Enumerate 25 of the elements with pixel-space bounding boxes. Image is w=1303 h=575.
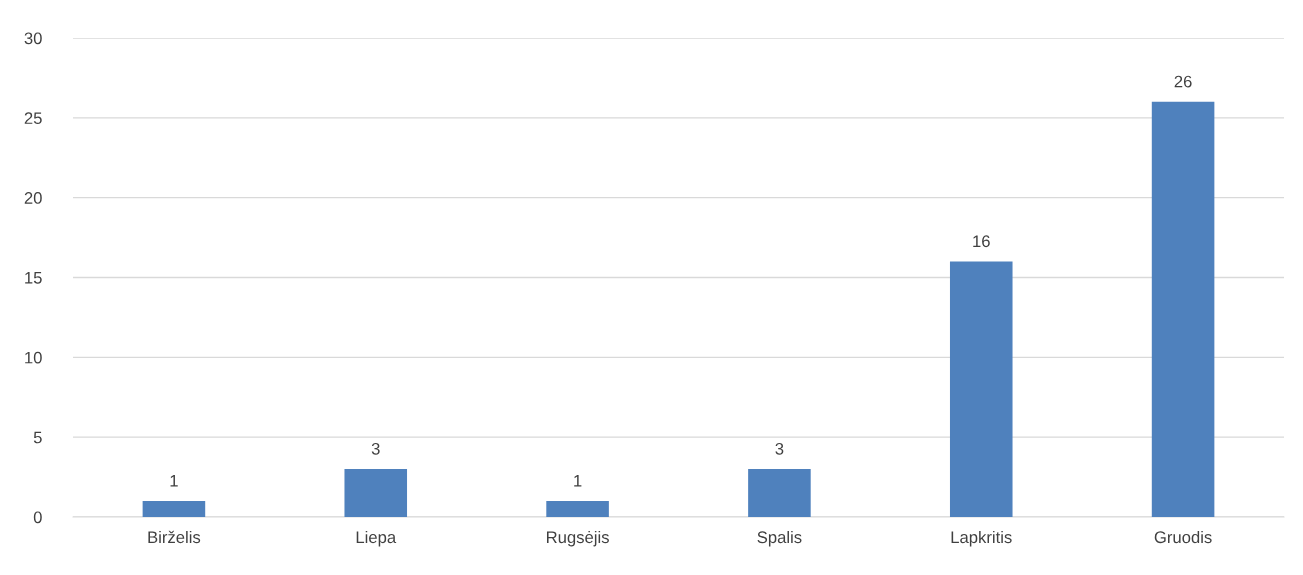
x-tick-label: Spalis	[757, 530, 802, 547]
data-label: 16	[973, 235, 990, 248]
bar	[142, 501, 206, 517]
y-tick-label: 0	[33, 511, 42, 524]
y-tick-label: 10	[25, 351, 42, 364]
x-tick-label: Birželis	[148, 530, 201, 544]
data-label: 3	[371, 442, 380, 455]
y-tick-label: 5	[33, 431, 42, 444]
bar	[1151, 101, 1215, 517]
bar	[344, 469, 408, 517]
bar	[546, 501, 609, 517]
bar	[949, 261, 1013, 517]
y-tick-label: 20	[24, 192, 42, 204]
y-tick-label: 30	[24, 32, 42, 45]
data-label: 1	[170, 475, 178, 487]
y-tick-label: 15	[25, 272, 42, 284]
x-tick-label: Gruodis	[1154, 530, 1212, 544]
x-tick-label: Rugsėjis	[546, 530, 609, 547]
y-tick-label: 25	[24, 112, 42, 125]
data-label: 26	[1174, 75, 1192, 88]
data-label: 3	[775, 442, 784, 455]
x-tick-label: Liepa	[356, 530, 397, 547]
data-label: 1	[574, 475, 582, 487]
bar	[748, 469, 811, 517]
x-tick-label: Lapkritis	[951, 530, 1012, 547]
